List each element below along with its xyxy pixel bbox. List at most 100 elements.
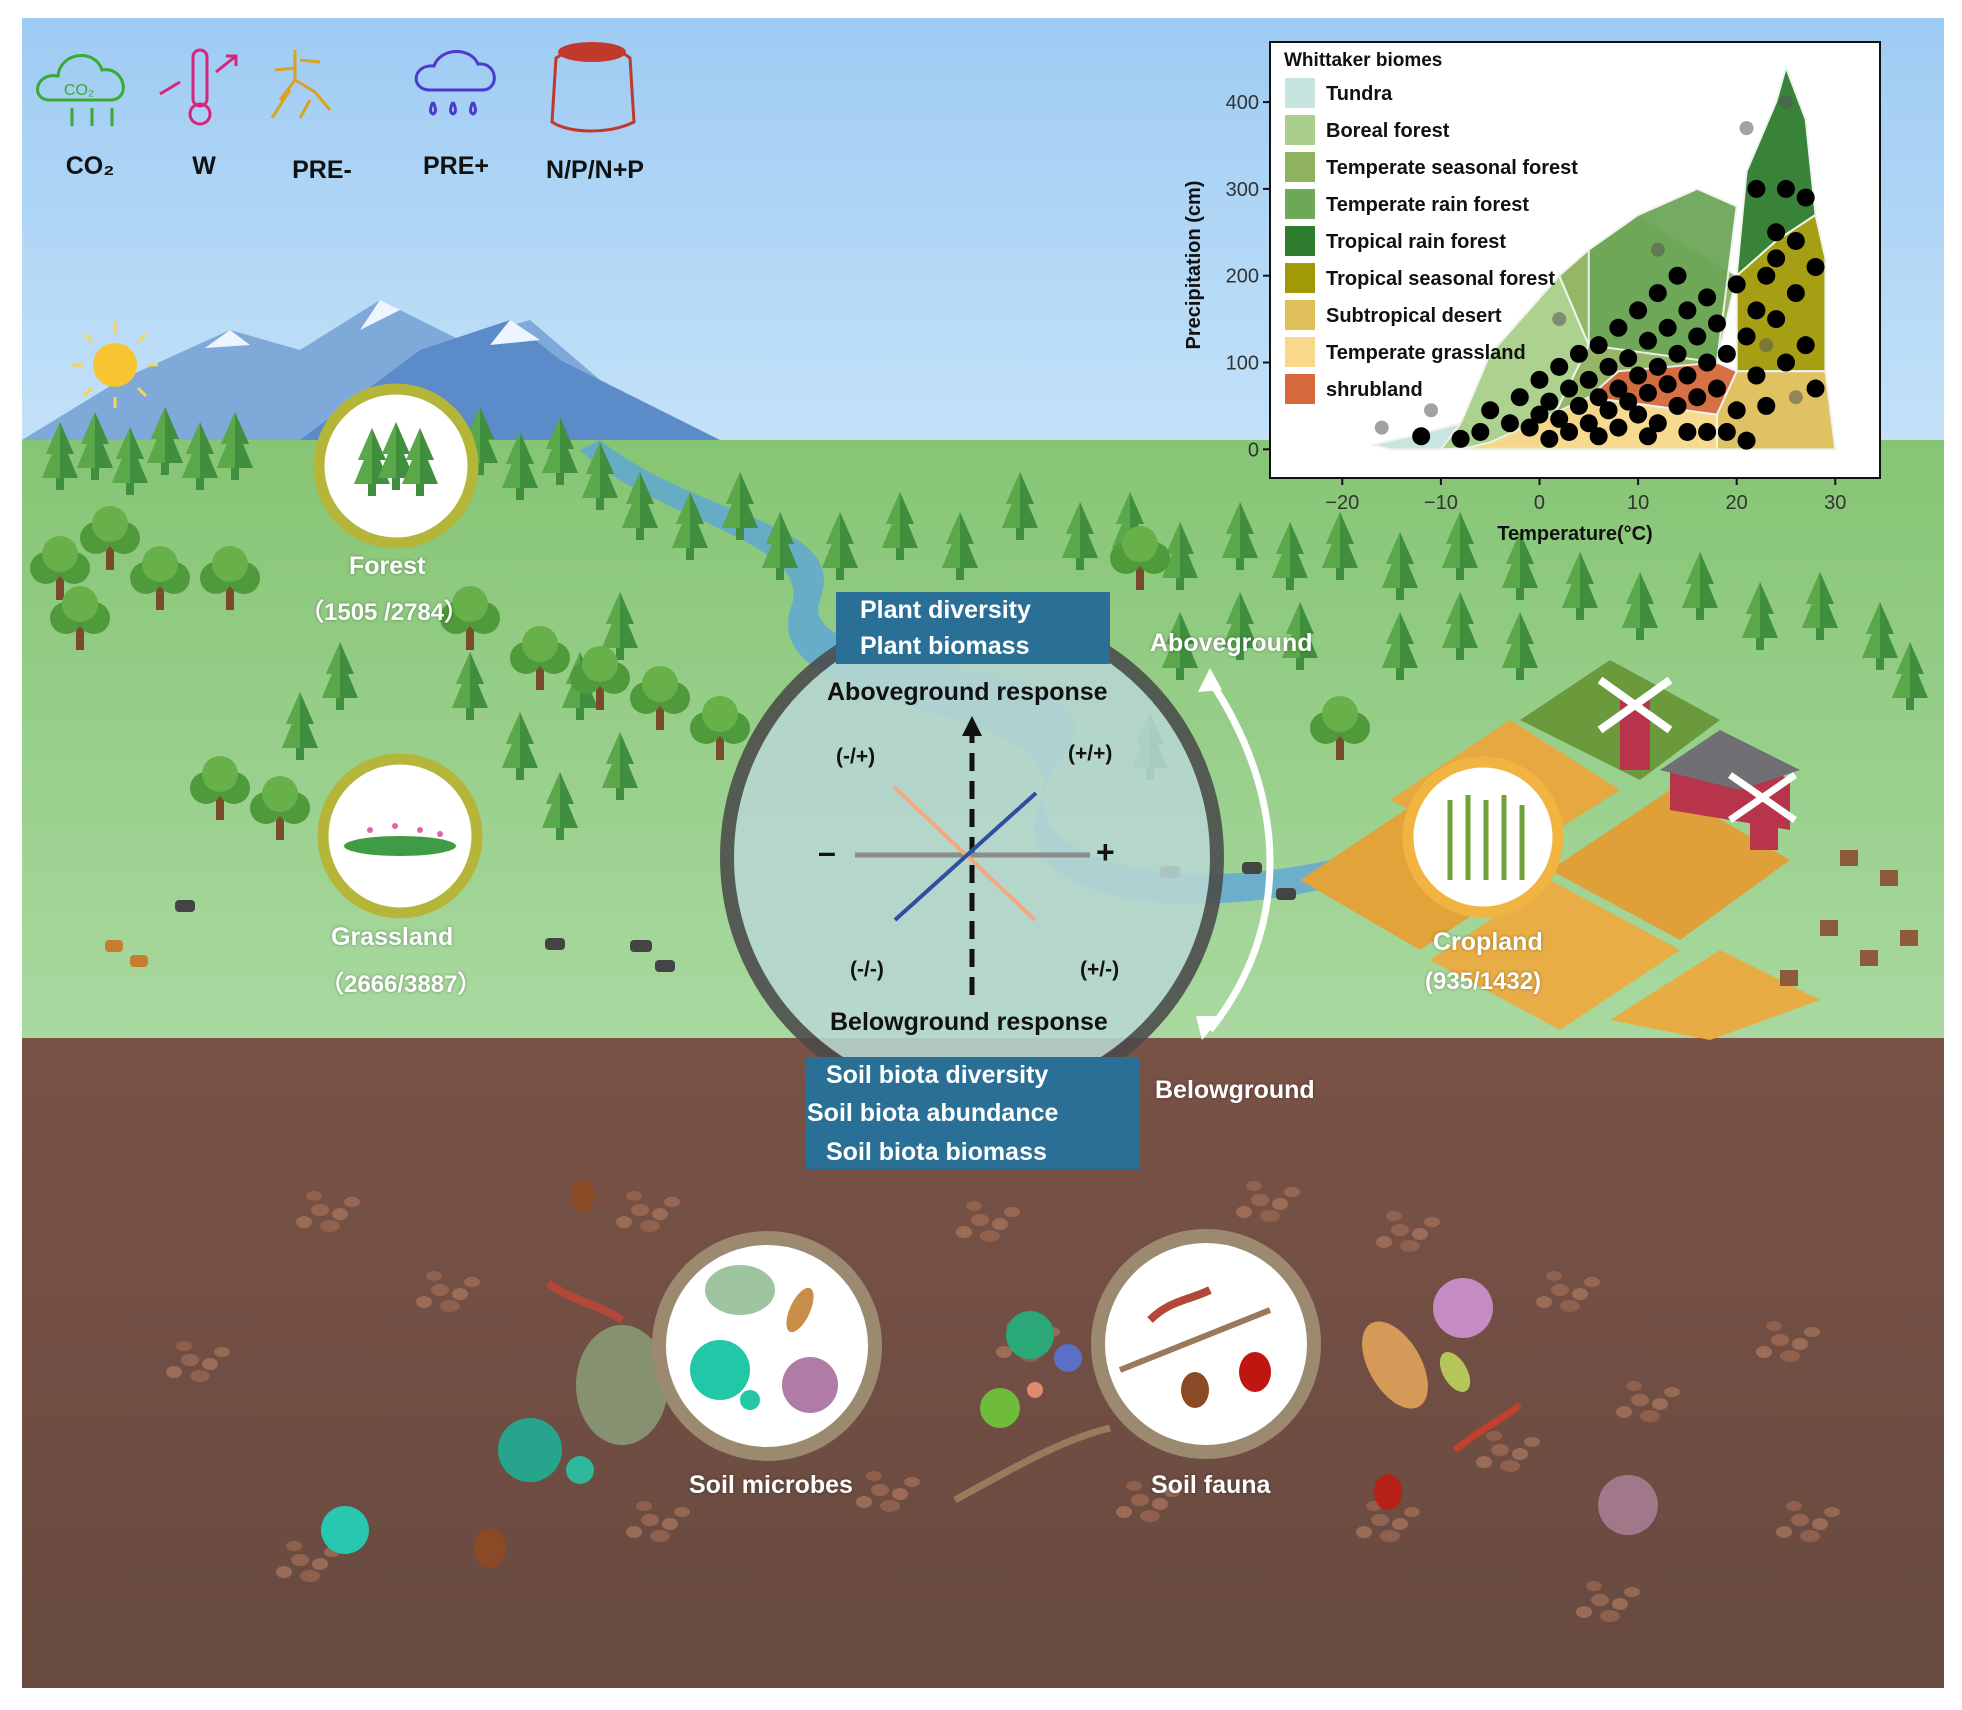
legend-swatch-3: [1285, 189, 1315, 219]
axis-minus-sign: –: [818, 834, 836, 870]
co2-cloud-icon: [36, 54, 125, 126]
chart-y-axis-label: Precipitation (cm): [1183, 181, 1205, 350]
legend-swatch-6: [1285, 300, 1315, 330]
data-point-47: [1707, 314, 1726, 333]
svg-text:CO₂: CO₂: [64, 82, 94, 99]
data-point-46: [1707, 379, 1726, 398]
data-point-42: [1688, 327, 1707, 346]
data-point-71: [1638, 427, 1657, 446]
legend-swatch-1: [1285, 115, 1315, 145]
data-point-19: [1599, 401, 1618, 420]
data-point-45: [1698, 288, 1717, 307]
data-point-20: [1599, 357, 1618, 376]
aboveground-belowground-arrow: [1207, 678, 1274, 1033]
data-point-35: [1658, 318, 1677, 337]
data-point-7: [1530, 370, 1549, 389]
legend-swatch-2: [1285, 152, 1315, 182]
thermometer-warming-icon: [159, 48, 238, 126]
x-tick-label-2: 0: [1534, 492, 1545, 514]
positive-response-line: [893, 791, 1038, 922]
quadrant-top-left: (-/+): [836, 745, 876, 768]
data-point-60: [1776, 179, 1795, 198]
soil-microbes-label: Soil microbes: [689, 1471, 853, 1499]
soil-microbes-badge: [652, 1231, 882, 1461]
soil-organisms: [321, 1180, 1658, 1568]
x-tick-label-3: 10: [1627, 492, 1649, 514]
data-point-4: [1510, 388, 1529, 407]
aboveground-side-label: Aboveground: [1150, 629, 1313, 657]
data-point-0: [1412, 427, 1431, 446]
driver-label-pre-plus: PRE+: [422, 152, 489, 180]
data-point-50: [1727, 275, 1746, 294]
farm-buildings: [1597, 676, 1918, 986]
legend-swatch-7: [1285, 337, 1315, 367]
forest-count: （1505 /2784）: [300, 599, 469, 626]
data-point-38: [1668, 266, 1687, 285]
data-point-67: [1747, 179, 1766, 198]
grassland-count: （2666/3887）: [320, 971, 482, 998]
data-point-74: [1451, 429, 1470, 448]
data-point-32: [1648, 357, 1667, 376]
data-point-48: [1717, 344, 1736, 363]
data-point-26: [1629, 405, 1648, 424]
legend-label-5: Tropical seasonal forest: [1326, 268, 1555, 290]
data-point-13: [1569, 396, 1588, 415]
legend-label-0: Tundra: [1326, 83, 1393, 105]
sun-icon: [72, 322, 158, 408]
data-point-36: [1668, 396, 1687, 415]
y-tick-label-0: 0: [1248, 439, 1259, 461]
data-point-18: [1589, 336, 1608, 355]
data-point-57: [1767, 310, 1786, 329]
data-point-2: [1481, 401, 1500, 420]
data-point-68: [1767, 249, 1786, 268]
y-tick-label-3: 300: [1226, 179, 1259, 201]
legend-label-1: Boreal forest: [1326, 120, 1450, 142]
data-point-66: [1806, 258, 1825, 277]
cropland-badge: [1402, 756, 1564, 918]
gray-point-0: [1374, 420, 1389, 435]
quadrant-top-right: (+/+): [1068, 742, 1113, 765]
aboveground-metrics-box: Plant diversity Plant biomass: [836, 592, 1110, 664]
data-point-69: [1717, 422, 1736, 441]
data-point-70: [1678, 422, 1697, 441]
data-point-33: [1648, 284, 1667, 303]
y-tick-label-4: 400: [1226, 92, 1259, 114]
data-point-16: [1579, 370, 1598, 389]
data-point-62: [1786, 284, 1805, 303]
data-point-10: [1550, 357, 1569, 376]
x-tick-label-0: −20: [1325, 492, 1359, 514]
data-point-39: [1678, 366, 1697, 385]
y-tick-label-1: 100: [1226, 353, 1259, 375]
gray-point-6: [1759, 338, 1774, 353]
metric-soil-biota-abundance: Soil biota abundance: [807, 1099, 1059, 1127]
belowground-side-label: Belowground: [1155, 1076, 1315, 1104]
legend-swatch-4: [1285, 226, 1315, 256]
x-tick-label-1: −10: [1424, 492, 1458, 514]
data-point-9: [1550, 409, 1569, 428]
quadrant-bottom-right: (+/-): [1080, 958, 1120, 981]
axis-plus-sign: +: [1096, 834, 1115, 870]
data-point-25: [1619, 349, 1638, 368]
data-point-55: [1757, 266, 1776, 285]
legend-label-2: Temperate seasonal forest: [1326, 157, 1578, 179]
drought-roots-icon: [270, 50, 332, 119]
chart-x-axis-label: Temperature(°C): [1497, 523, 1652, 545]
fertilizer-sack-icon: [550, 42, 636, 133]
x-tick-label-4: 20: [1726, 492, 1748, 514]
negative-response-line: [892, 785, 1037, 922]
data-point-61: [1786, 231, 1805, 250]
data-point-3: [1500, 414, 1519, 433]
data-point-58: [1767, 223, 1786, 242]
legend-swatch-8: [1285, 374, 1315, 404]
data-point-52: [1737, 431, 1756, 450]
data-point-65: [1806, 379, 1825, 398]
data-point-41: [1688, 388, 1707, 407]
legend-label-4: Tropical rain forest: [1326, 231, 1506, 253]
data-point-63: [1796, 336, 1815, 355]
data-point-23: [1609, 318, 1628, 337]
data-point-12: [1560, 422, 1579, 441]
data-point-51: [1737, 327, 1756, 346]
grassland-label: Grassland: [331, 923, 454, 951]
data-point-24: [1619, 392, 1638, 411]
metric-soil-biota-diversity: Soil biota diversity: [826, 1061, 1049, 1089]
